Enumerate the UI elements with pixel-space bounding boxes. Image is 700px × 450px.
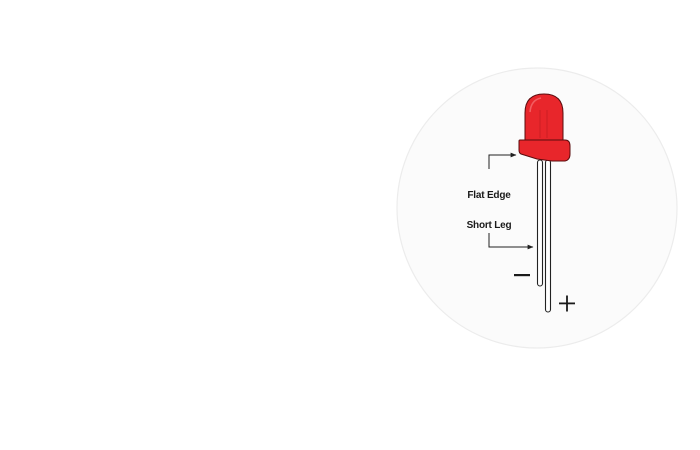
negative-sign-icon [514,274,530,277]
flat-edge-pointer [488,152,517,169]
flat-edge-callout: Flat Edge [467,152,517,201]
short-leg-label: Short Leg [467,220,512,231]
led-body [518,93,571,162]
flat-edge-label: Flat Edge [467,190,511,201]
led-dome [524,93,564,141]
led-dome-highlight [539,110,548,138]
positive-sign-icon [559,295,575,312]
short-leg-pointer [488,233,534,250]
long-leg-lead [544,159,552,313]
short-leg-callout: Short Leg [467,220,534,250]
led-dome-shine [529,97,542,113]
short-leg-lead [536,159,544,287]
led-flange [518,139,571,162]
